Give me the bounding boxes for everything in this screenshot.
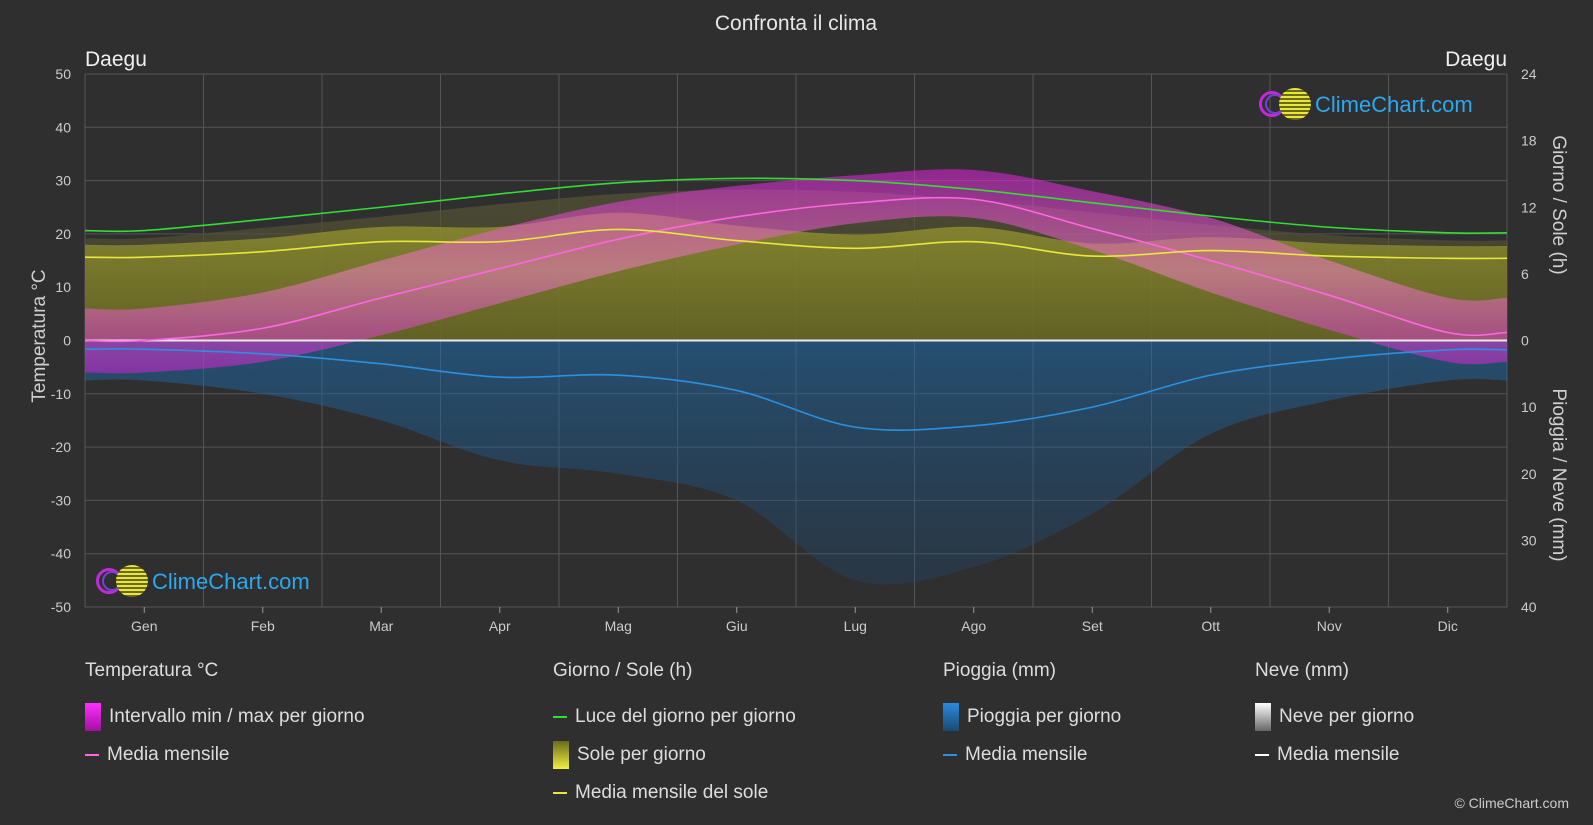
rain-daily-area [85, 340, 1507, 585]
right-axis-title-bottom: Pioggia / Neve (mm) [1548, 388, 1569, 561]
legend-rain: Pioggia (mm) Pioggia per giorno Media me… [943, 660, 1121, 774]
tick-label: -50 [51, 599, 71, 615]
left-axis-title: Temperatura °C [29, 269, 50, 402]
sun-icon [1279, 88, 1311, 120]
sun-icon [116, 565, 148, 597]
tick-label: 50 [55, 66, 71, 82]
month-label: Apr [489, 618, 511, 634]
month-label: Ago [961, 618, 986, 634]
tick-label: 30 [55, 173, 71, 189]
tick-label: -30 [51, 492, 71, 508]
month-label: Giu [726, 618, 748, 634]
logo-bottom: ClimeChart.com [96, 565, 310, 599]
copyright: © ClimeChart.com [1454, 795, 1569, 811]
legend-title: Neve (mm) [1255, 660, 1349, 681]
month-label: Set [1082, 618, 1103, 634]
legend-item: Media mensile del sole [553, 774, 796, 812]
legend-snow: Neve (mm) Neve per giorno Media mensile [1255, 660, 1414, 774]
tick-label: 40 [55, 119, 71, 135]
legend-item: Media mensile [1255, 736, 1414, 774]
month-label: Gen [131, 618, 157, 634]
legend-item: Intervallo min / max per giorno [85, 698, 365, 736]
tick-label: 10 [55, 279, 71, 295]
legend-temperature: Temperatura °C Intervallo min / max per … [85, 660, 365, 774]
city-right: Daegu [1445, 48, 1507, 71]
month-label: Dic [1438, 618, 1458, 634]
chart-title: Confronta il clima [715, 12, 878, 35]
tick-label: 0 [63, 333, 71, 349]
tick-label: 24 [1521, 66, 1537, 82]
legend-item: Neve per giorno [1255, 698, 1414, 736]
temperature-mean-line [84, 196, 1508, 343]
tick-label: 10 [1521, 399, 1537, 415]
tick-label: 18 [1521, 133, 1537, 149]
data-areas [85, 169, 1507, 585]
temperature-range-area [85, 169, 1507, 374]
tick-label: 20 [1521, 466, 1537, 482]
legend-item: Pioggia per giorno [943, 698, 1121, 736]
legend-title: Temperatura °C [85, 660, 219, 681]
data-lines [84, 177, 1508, 431]
tick-label: 0 [1521, 333, 1529, 349]
legend-item: Luce del giorno per giorno [553, 698, 796, 736]
right-axis-ticks: 24 18 12 6 0 10 20 30 40 [1521, 66, 1537, 615]
daylight-line [84, 177, 1508, 234]
tick-label: -20 [51, 439, 71, 455]
tick-label: 30 [1521, 532, 1537, 548]
legend-item: Media mensile [943, 736, 1121, 774]
legend-item: Media mensile [85, 736, 365, 774]
month-label: Ott [1201, 618, 1220, 634]
tick-label: -40 [51, 546, 71, 562]
legend-title: Giorno / Sole (h) [553, 660, 693, 681]
city-left: Daegu [85, 48, 147, 71]
month-labels: Gen Feb Mar Apr Mag Giu Lug Ago Set Ott Nov Dic [131, 607, 1458, 634]
logo-top: ClimeChart.com [1259, 88, 1473, 122]
tick-label: 6 [1521, 266, 1529, 282]
sunshine-mean-line [84, 228, 1508, 260]
legend-sun: Giorno / Sole (h) Luce del giorno per gi… [553, 660, 796, 812]
month-label: Mar [369, 618, 393, 634]
legend-title: Pioggia (mm) [943, 660, 1056, 681]
tick-label: -10 [51, 386, 71, 402]
rain-mean-line [84, 348, 1508, 431]
month-label: Nov [1317, 618, 1342, 634]
tick-label: 12 [1521, 199, 1537, 215]
right-axis-title-top: Giorno / Sole (h) [1548, 135, 1569, 274]
left-axis-ticks: 50 40 30 20 10 0 -10 -20 -30 -40 -50 [51, 66, 71, 615]
month-label: Lug [844, 618, 867, 634]
legend-item: Sole per giorno [553, 736, 796, 774]
tick-label: 20 [55, 226, 71, 242]
tick-label: 40 [1521, 599, 1537, 615]
month-label: Mag [605, 618, 632, 634]
month-label: Feb [251, 618, 275, 634]
